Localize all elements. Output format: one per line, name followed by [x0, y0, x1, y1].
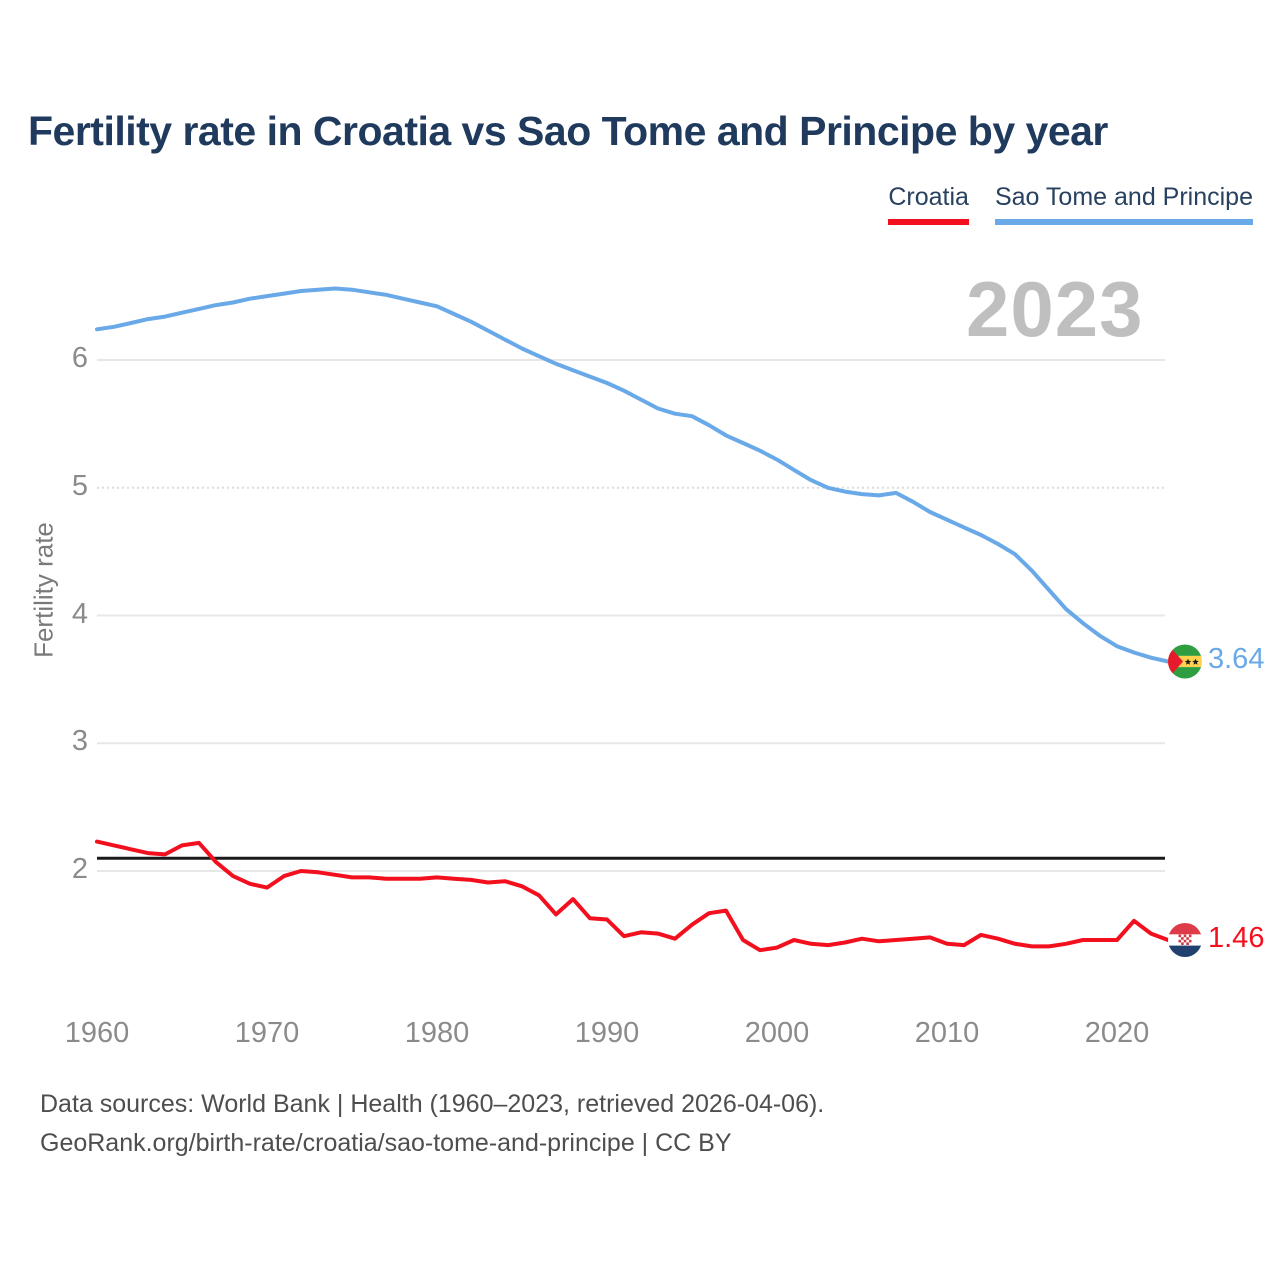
legend: Croatia Sao Tome and Principe [888, 183, 1253, 225]
legend-item-sao-tome-and-principe[interactable]: Sao Tome and Principe [994, 183, 1253, 225]
x-tick-label: 2010 [914, 1017, 980, 1049]
sao-tome-and-principe-end-value: 3.64 [1208, 643, 1265, 676]
footer-attribution: GeoRank.org/birth-rate/croatia/sao-tome-… [40, 1129, 732, 1157]
y-tick-label: 2 [71, 853, 88, 885]
x-tick-label: 1990 [574, 1017, 640, 1049]
x-tick-label: 1980 [404, 1017, 470, 1049]
croatia-flag-icon [1168, 923, 1202, 957]
x-tick-label: 2000 [744, 1017, 810, 1049]
watermark-year: 2023 [966, 265, 1144, 353]
y-tick-label: 6 [71, 342, 88, 374]
y-tick-label: 4 [71, 597, 88, 630]
y-tick-label: 3 [71, 725, 88, 758]
footer: Data sources: World Bank | Health (1960–… [40, 1085, 824, 1163]
chart-title: Fertility rate in Croatia vs Sao Tome an… [28, 108, 1108, 154]
y-tick-label: 5 [71, 469, 88, 502]
x-tick-label: 2020 [1084, 1017, 1150, 1049]
x-tick-label: 1960 [64, 1017, 130, 1049]
croatia-end-value: 1.46 [1208, 921, 1265, 954]
footer-data-sources: Data sources: World Bank | Health (1960–… [40, 1090, 825, 1118]
x-tick-label: 1970 [234, 1017, 300, 1049]
sao-tome-and-principe-line [95, 286, 1170, 664]
croatia-line [95, 839, 1170, 953]
sao-tome-and-principe-flag-icon [1168, 644, 1202, 679]
legend-item-croatia[interactable]: Croatia [888, 183, 969, 225]
